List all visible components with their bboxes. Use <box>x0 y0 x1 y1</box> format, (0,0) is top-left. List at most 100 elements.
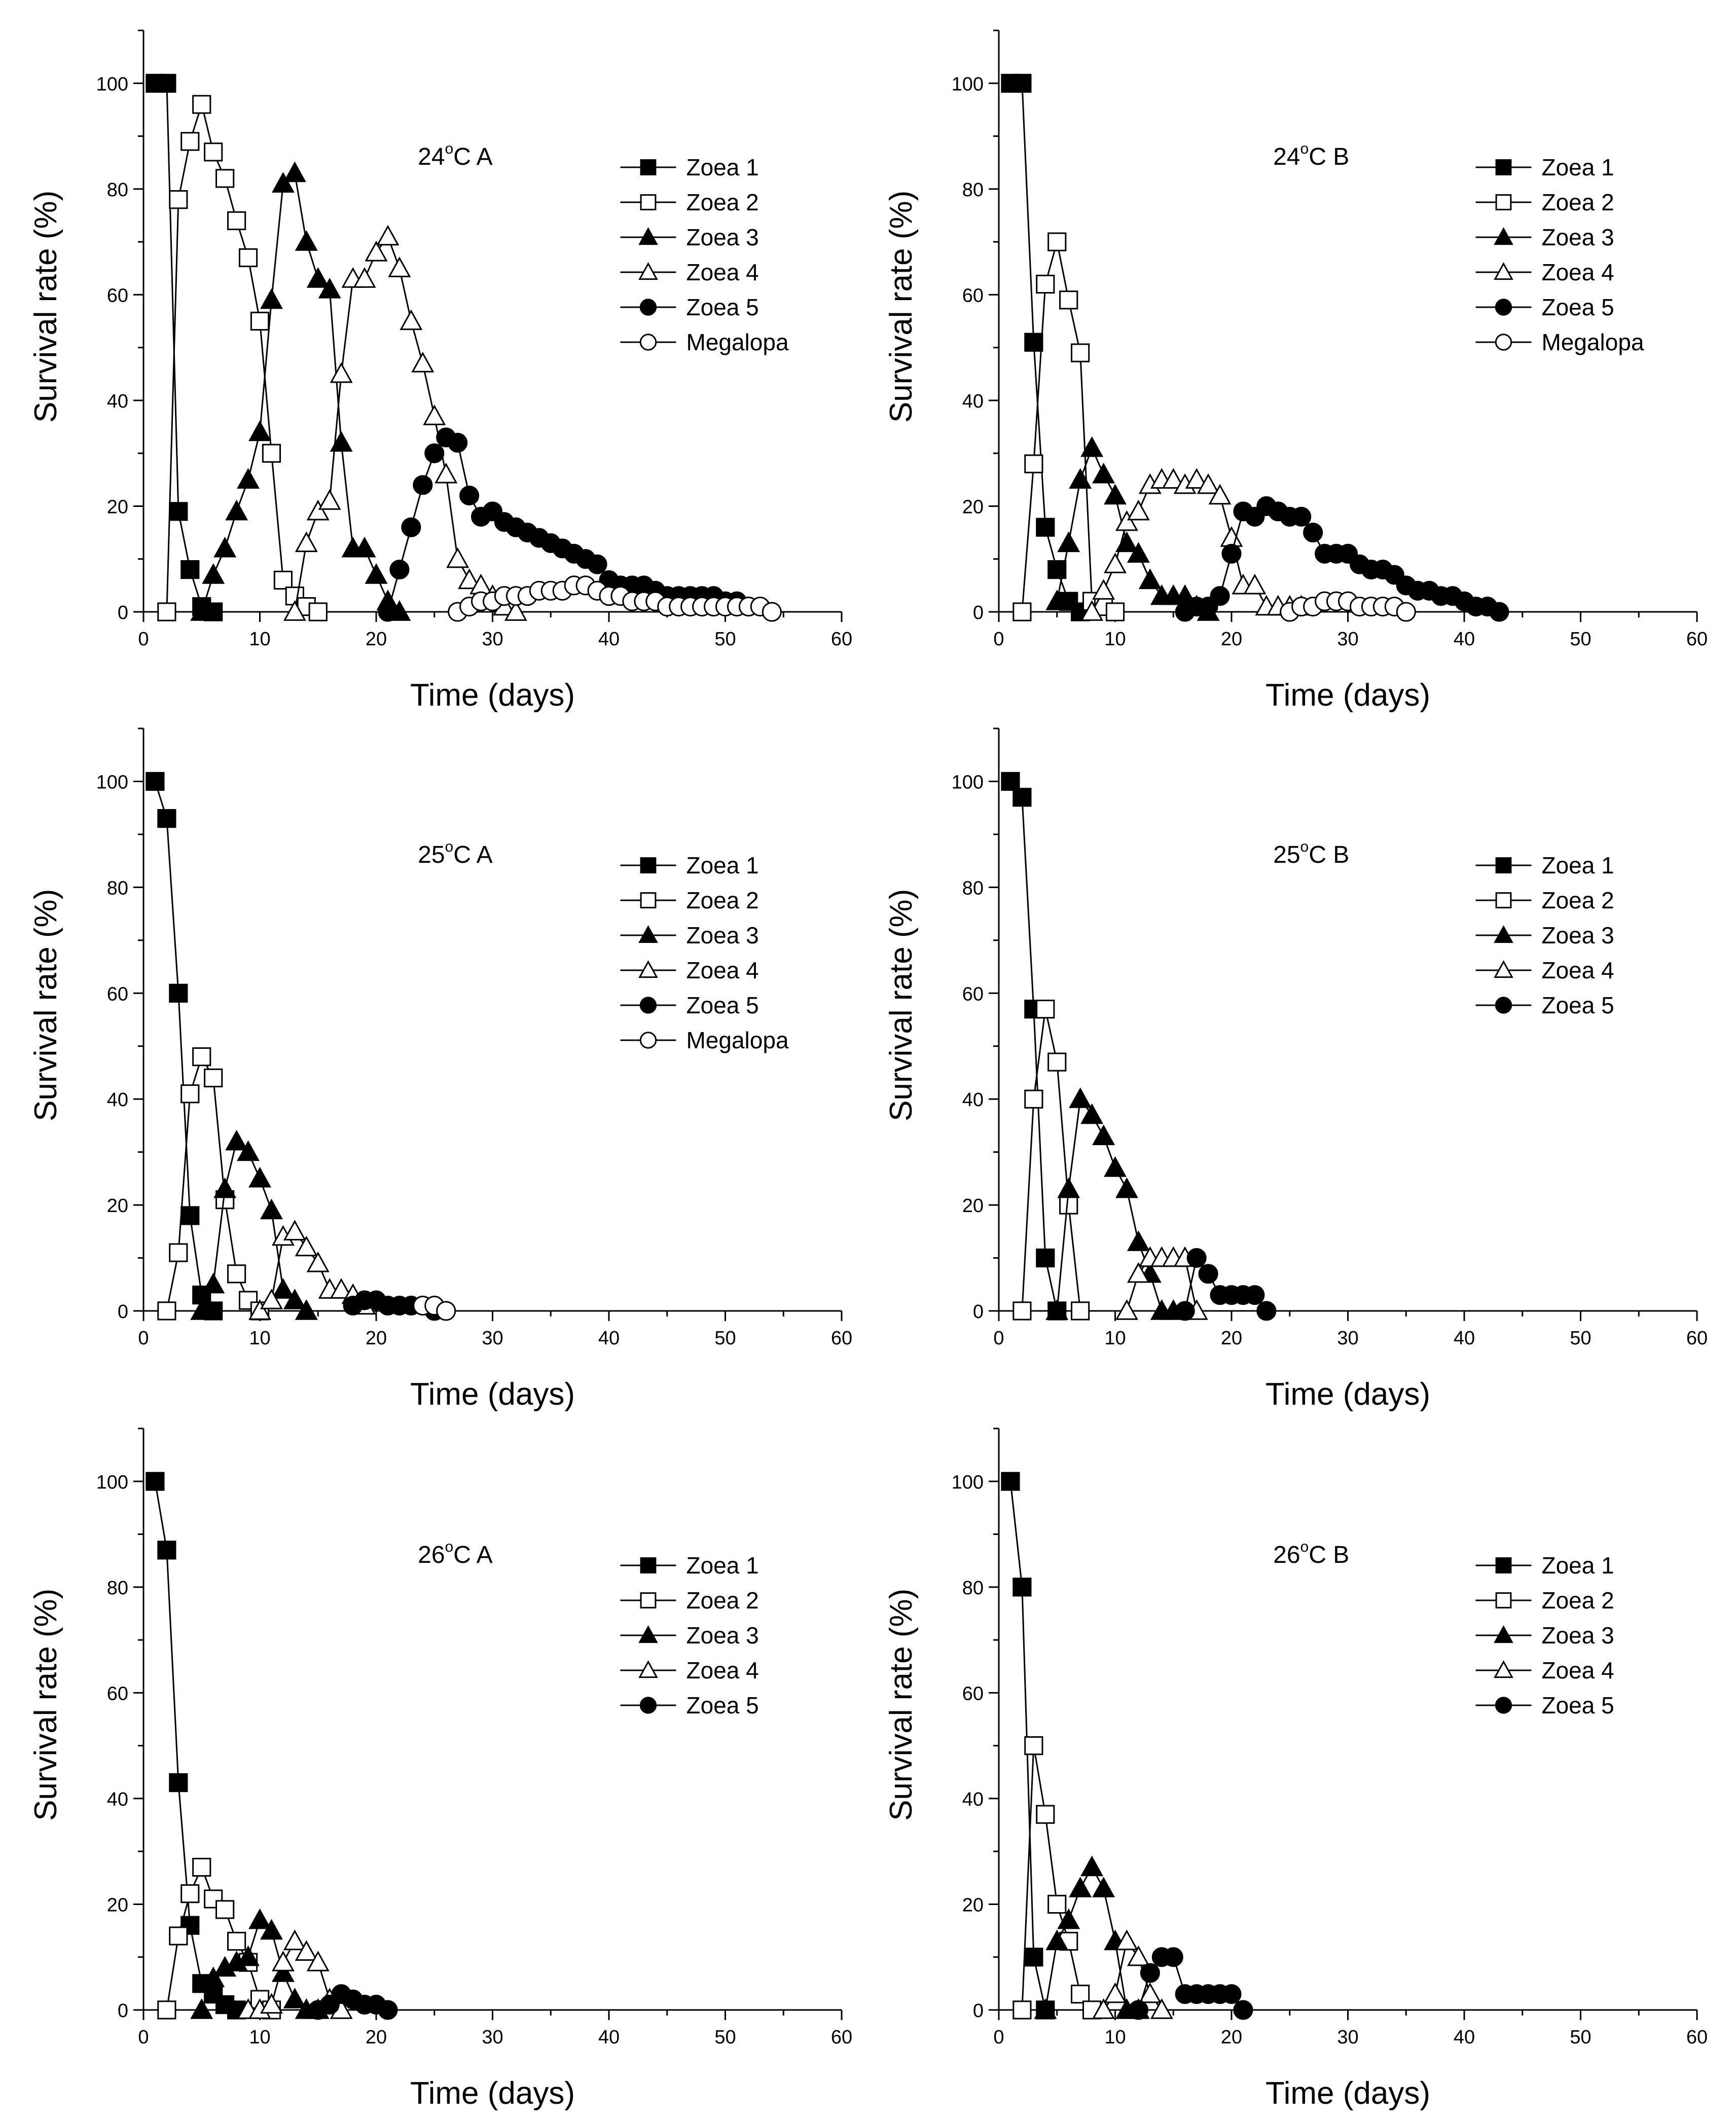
legend-item-zoea-2: Zoea 2 <box>620 189 759 215</box>
panel-label: 24oC B <box>1273 140 1349 170</box>
data-point <box>1057 1908 1080 1929</box>
data-point <box>192 1857 211 1877</box>
data-point <box>180 1206 200 1225</box>
data-point <box>1024 454 1043 473</box>
data-point <box>1138 568 1162 590</box>
data-point <box>169 1926 188 1946</box>
series-zoea-3 <box>190 1129 318 1320</box>
y-tick-label: 60 <box>962 983 984 1005</box>
x-tick-label: 30 <box>1337 629 1358 650</box>
legend-marker <box>640 159 657 175</box>
data-point <box>157 74 176 93</box>
data-point <box>1034 1998 1057 2019</box>
legend-marker <box>1495 1697 1512 1714</box>
x-tick-label: 30 <box>1337 2027 1358 2048</box>
legend-label: Megalopa <box>1541 329 1644 355</box>
x-tick-label: 10 <box>1104 2027 1126 2048</box>
series-zoea-3 <box>1034 1855 1150 2019</box>
x-tick-label: 10 <box>1104 629 1126 650</box>
x-tick-label: 50 <box>1570 1328 1591 1349</box>
legend-item-zoea-1: Zoea 1 <box>620 852 759 879</box>
data-point <box>1080 1103 1104 1124</box>
data-point <box>1057 1177 1080 1198</box>
y-tick-label: 100 <box>96 772 128 793</box>
data-point <box>1127 542 1150 563</box>
data-point <box>250 311 270 331</box>
data-point <box>306 1951 330 1971</box>
series-zoea-1 <box>146 1472 246 2020</box>
x-tick-label: 40 <box>1454 629 1475 650</box>
data-point <box>1115 510 1138 531</box>
data-point <box>1243 573 1267 595</box>
x-tick-label: 10 <box>249 629 270 650</box>
series-zoea-5 <box>1175 1248 1277 1321</box>
legend-marker <box>1495 892 1512 908</box>
data-point <box>262 444 281 463</box>
x-axis-title: Time (days) <box>410 1377 575 1412</box>
data-point <box>1127 1230 1150 1251</box>
series-zoea-3 <box>1045 436 1220 621</box>
legend-label: Zoea 3 <box>1541 1622 1614 1649</box>
legend-item-zoea-4: Zoea 4 <box>620 259 759 285</box>
x-tick-label: 50 <box>714 1328 736 1349</box>
data-point <box>295 531 318 553</box>
x-tick-label: 60 <box>1686 629 1708 650</box>
x-axis-title: Time (days) <box>410 678 575 713</box>
series-zoea-2 <box>157 95 328 621</box>
data-point <box>260 1289 283 1309</box>
y-tick-label: 60 <box>962 285 984 306</box>
panel-label: 26oC B <box>1273 1539 1349 1568</box>
data-point <box>1104 553 1127 573</box>
series-zoea-4 <box>283 225 527 621</box>
data-point <box>1303 523 1323 543</box>
data-point <box>401 517 421 537</box>
data-point <box>1012 1578 1032 1597</box>
data-point <box>1057 531 1080 553</box>
y-tick-label: 100 <box>952 772 984 793</box>
y-tick-label: 80 <box>962 179 984 201</box>
data-point <box>1024 1089 1043 1109</box>
panel-label: 25oC A <box>418 838 492 868</box>
legend-item-zoea-1: Zoea 1 <box>620 1552 759 1579</box>
data-point <box>225 1129 248 1151</box>
data-point <box>1045 590 1069 610</box>
legend-marker <box>1494 262 1513 280</box>
data-point <box>215 1900 235 1919</box>
data-point <box>1024 1736 1043 1755</box>
data-point <box>227 1931 246 1951</box>
x-tick-label: 50 <box>1570 629 1591 650</box>
x-tick-label: 20 <box>1221 1328 1242 1349</box>
data-point <box>260 288 283 309</box>
data-point <box>271 1961 295 1982</box>
x-tick-label: 0 <box>993 1328 1004 1349</box>
data-point <box>365 240 388 262</box>
x-tick-label: 30 <box>482 1328 503 1349</box>
data-point <box>237 468 260 489</box>
legend: Zoea 1 Zoea 2 Zoea 3 Zoea 4 Zoea 5 Megalopa <box>620 154 789 355</box>
legend-item-zoea-2: Zoea 2 <box>620 887 759 913</box>
series-zoea-2 <box>1012 1736 1102 2020</box>
y-tick-label: 20 <box>962 1894 984 1916</box>
data-point <box>1115 1299 1138 1320</box>
data-point <box>190 600 213 621</box>
data-point <box>283 161 306 182</box>
series-zoea-5 <box>308 1984 398 2020</box>
x-tick-label: 0 <box>993 629 1004 650</box>
data-point <box>1396 602 1416 622</box>
data-point <box>248 1299 272 1320</box>
data-point <box>260 1198 283 1220</box>
data-point <box>192 1047 211 1067</box>
legend-marker <box>638 1625 658 1643</box>
panel-24-c-b: 0 10 20 30 40 50 60 0 20 40 60 80 100 Time (days) Surv… <box>884 29 1708 713</box>
data-point <box>157 809 176 828</box>
x-tick-label: 50 <box>1570 2027 1591 2048</box>
panel-26-c-a: 0 10 20 30 40 50 60 0 20 40 60 80 100 Time (days) Surv… <box>28 1427 852 2111</box>
x-tick-label: 0 <box>138 1328 149 1349</box>
y-tick-label: 40 <box>107 1089 128 1111</box>
legend: Zoea 1 Zoea 2 Zoea 3 Zoea 4 Zoea 5 <box>620 1552 759 1718</box>
data-point <box>1104 1156 1127 1177</box>
legend-item-zoea-1: Zoea 1 <box>1475 852 1614 879</box>
legend-label: Zoea 1 <box>1541 1552 1614 1579</box>
data-point <box>424 443 445 463</box>
